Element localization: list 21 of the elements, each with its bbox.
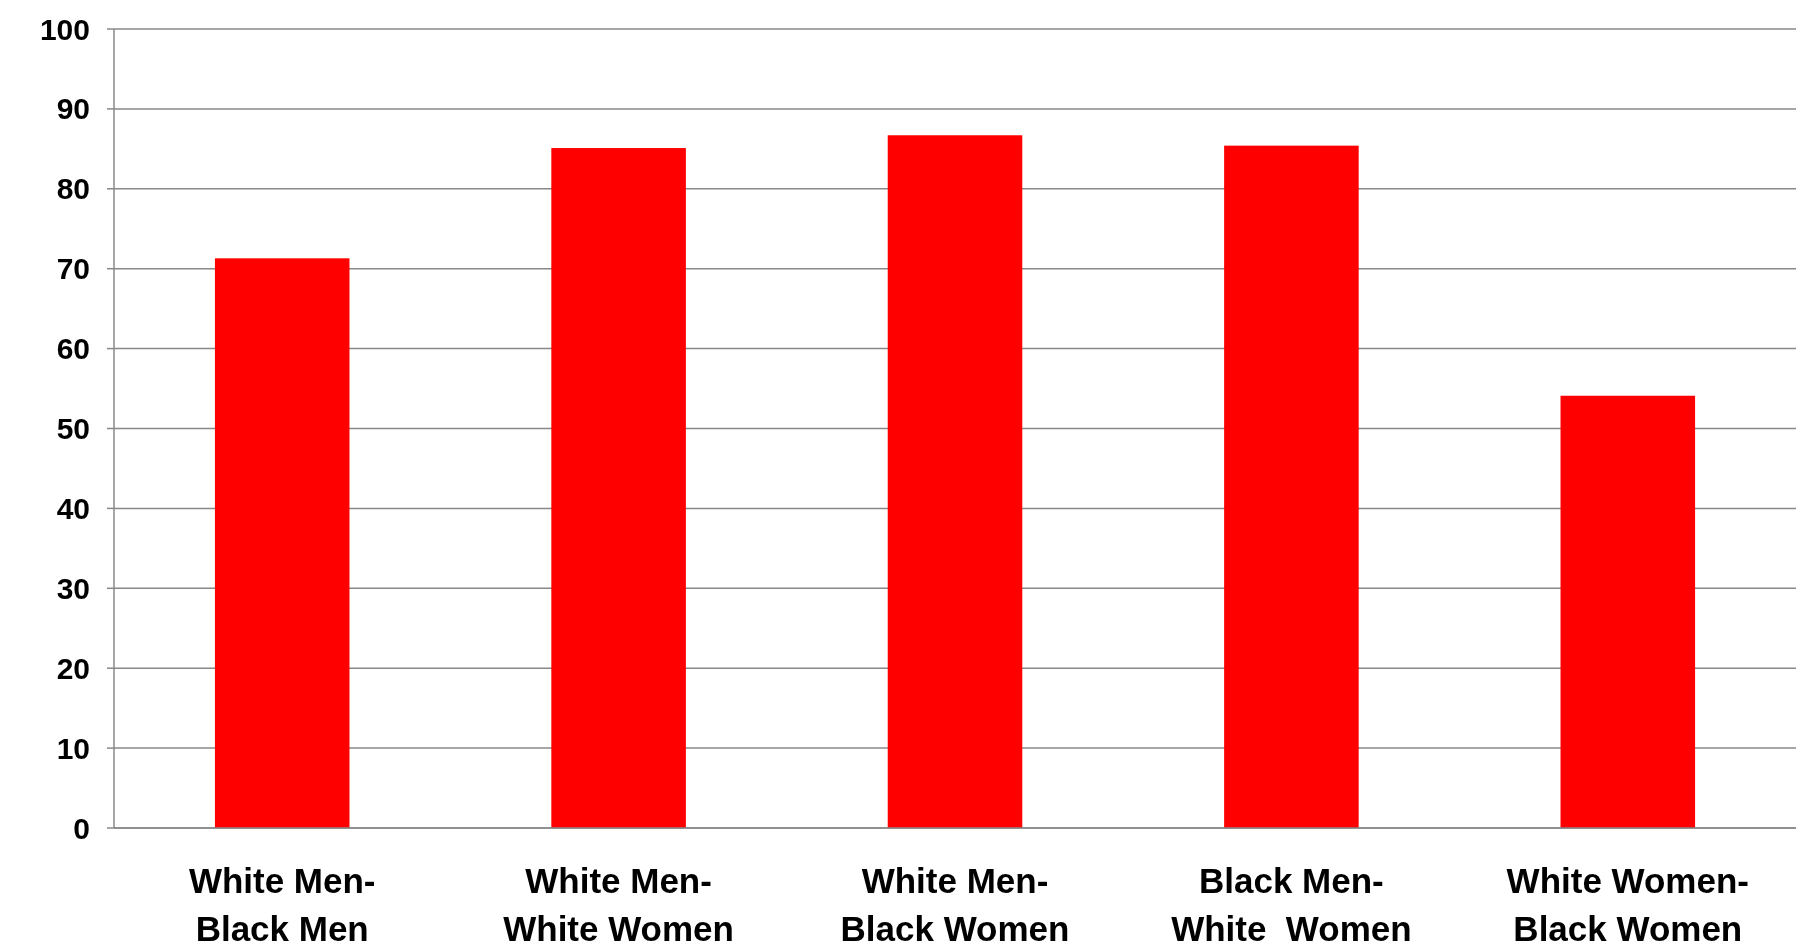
y-tick-label: 100: [39, 12, 90, 46]
x-tick-label: White Men-White Women: [503, 861, 734, 948]
y-tick-label: 60: [56, 332, 90, 366]
y-tick-label: 80: [56, 172, 90, 206]
bar: [1224, 145, 1359, 828]
y-tick-label: 50: [56, 412, 90, 445]
y-tick-label: 40: [56, 491, 90, 525]
y-tick-label: 10: [56, 731, 90, 765]
bar: [551, 148, 686, 828]
y-tick-label: 0: [73, 811, 90, 845]
bar: [214, 258, 350, 828]
x-tick-label: White Women-Black Women: [1506, 861, 1749, 948]
x-tick-label: White Men-Black Men: [188, 861, 376, 948]
x-tick-label: White Men-Black Women: [840, 861, 1070, 948]
bar: [887, 135, 1023, 828]
bar: [1560, 395, 1696, 828]
y-tick-label: 70: [56, 252, 90, 286]
y-tick-label: 90: [56, 92, 90, 126]
y-tick-label: 30: [56, 571, 90, 605]
y-tick-label: 20: [56, 651, 90, 685]
x-tick-label: Black Men-White Women: [1171, 861, 1412, 948]
